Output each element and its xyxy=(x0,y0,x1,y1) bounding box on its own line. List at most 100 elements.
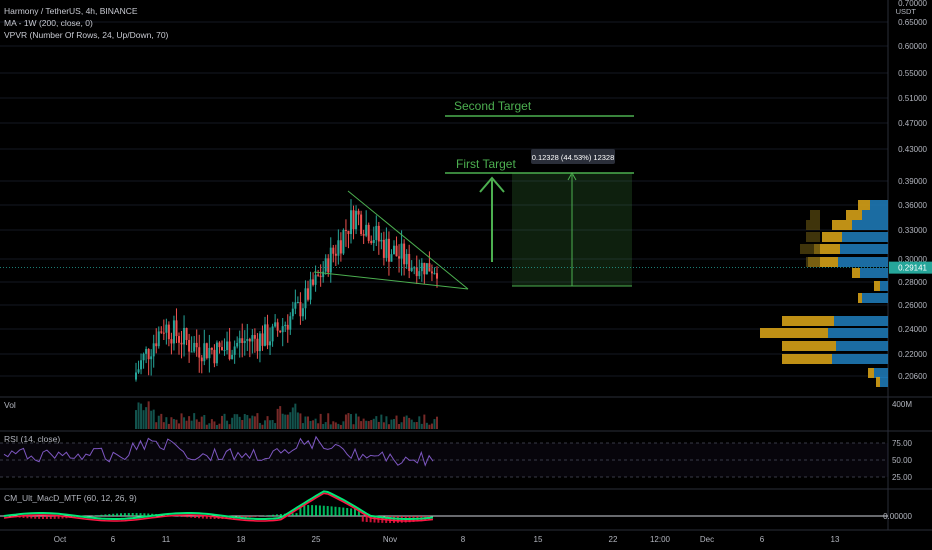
volume-bar xyxy=(147,401,150,429)
volume-bar xyxy=(286,414,289,429)
macd-histogram-bar xyxy=(276,514,278,516)
candle-body xyxy=(390,254,393,262)
macd-histogram-bar xyxy=(326,506,329,516)
candles xyxy=(135,199,438,382)
candle-body xyxy=(218,342,221,348)
macd-histogram-bar xyxy=(123,513,126,516)
vpvr-legend[interactable]: VPVR (Number Of Rows, 24, Up/Down, 70) xyxy=(4,30,169,40)
macd-histogram-bar xyxy=(26,516,29,519)
volume-bar xyxy=(142,410,145,429)
candle-body xyxy=(183,327,186,345)
time-tick-label: 18 xyxy=(237,535,246,544)
volume-bar xyxy=(241,420,244,429)
volume-bar xyxy=(175,419,178,429)
volume-bar xyxy=(279,406,282,429)
volume-bar xyxy=(393,419,395,429)
candle-body xyxy=(248,338,251,342)
volume-bar xyxy=(274,423,277,429)
drawings[interactable]: Second Target First Target 0.12328 (44.53%… xyxy=(0,99,888,290)
price-tick-label: 0.36000 xyxy=(898,201,927,210)
volume-bar xyxy=(327,413,330,429)
candle-body xyxy=(155,343,158,347)
candle-body xyxy=(142,353,145,361)
candle-body xyxy=(350,210,352,235)
volume-bar xyxy=(172,419,175,429)
candle-body xyxy=(382,239,385,258)
price-tick-label: 0.24000 xyxy=(898,325,927,334)
volume-bar xyxy=(375,416,378,429)
volume-bar xyxy=(400,422,403,429)
time-tick-label: 6 xyxy=(111,535,116,544)
vpvr-bar-down xyxy=(858,200,870,210)
macd-histogram-bar xyxy=(373,516,376,523)
candle-body xyxy=(433,273,436,275)
candle-body xyxy=(251,335,254,342)
volume-bar xyxy=(372,418,375,429)
candle-body xyxy=(152,343,155,357)
time-tick-label: 13 xyxy=(831,535,840,544)
candle-body xyxy=(150,356,153,360)
candle-body xyxy=(170,339,173,344)
candle-body xyxy=(215,342,218,364)
price-tick-label: 0.51000 xyxy=(898,94,927,103)
candle-body xyxy=(266,324,269,346)
rsi-label[interactable]: RSI (14, close) xyxy=(4,434,61,444)
vpvr-bar-down xyxy=(832,220,852,230)
ma-legend[interactable]: MA - 1W (200, close, 0) xyxy=(4,18,93,28)
measure-label: 0.12328 (44.53%) 12328 xyxy=(532,153,615,162)
volume-bar xyxy=(390,419,393,429)
candle-body xyxy=(289,316,292,330)
volume-bar xyxy=(377,421,380,429)
macd-histogram-bar xyxy=(354,508,356,516)
candle-body xyxy=(430,271,433,274)
candle-body xyxy=(256,338,259,352)
volume-bar xyxy=(398,423,401,429)
volume-bar xyxy=(428,424,431,429)
candle-body xyxy=(205,343,208,359)
candle-body xyxy=(339,240,342,254)
candle-body xyxy=(410,267,413,271)
volume-bar xyxy=(264,420,266,429)
candle-body xyxy=(304,288,307,309)
vpvr-bar-faded xyxy=(806,257,820,267)
vpvr-bar-down xyxy=(858,293,862,303)
volume-bar xyxy=(208,423,211,429)
price-tick-label: 0.39000 xyxy=(898,177,927,186)
vpvr-bar-down xyxy=(846,210,862,220)
candle-body xyxy=(188,340,191,352)
macd-histogram-bar xyxy=(96,515,99,516)
volume-bar xyxy=(380,414,383,429)
vpvr-bar-up xyxy=(834,316,888,326)
volume-bar xyxy=(405,415,408,429)
volume-bar xyxy=(269,420,272,429)
candle-body xyxy=(375,225,378,240)
macd-histogram-bar xyxy=(205,516,208,519)
candle-body xyxy=(380,239,383,242)
symbol-legend[interactable]: Harmony / TetherUS, 4h, BINANCE xyxy=(4,6,138,16)
volume-bar xyxy=(248,418,251,429)
macd-histogram-bar xyxy=(307,505,310,516)
first-target-label: First Target xyxy=(456,157,516,171)
vpvr-bar-up xyxy=(860,268,888,278)
candle-body xyxy=(319,275,322,278)
candle-body xyxy=(291,308,294,317)
candle-body xyxy=(233,346,236,355)
candle-body xyxy=(436,273,438,279)
macd-histogram-bar xyxy=(57,516,60,519)
macd-histogram-bar xyxy=(100,514,103,516)
volume-bar xyxy=(218,423,221,429)
volume-bar xyxy=(360,421,363,429)
measure-label-box xyxy=(531,149,615,164)
vpvr-bar-up xyxy=(836,341,888,351)
volume-bar xyxy=(299,413,302,429)
volume-bar xyxy=(284,414,287,429)
macd-label[interactable]: CM_Ult_MacD_MTF (60, 12, 26, 9) xyxy=(4,493,137,503)
vpvr-bar-down xyxy=(852,268,860,278)
volume-bar xyxy=(162,422,165,429)
volume-bar xyxy=(291,407,294,429)
candle-body xyxy=(276,322,279,331)
volume-bar xyxy=(347,413,350,429)
macd-histogram-bar xyxy=(120,513,122,516)
macd-histogram-bar xyxy=(209,516,212,519)
